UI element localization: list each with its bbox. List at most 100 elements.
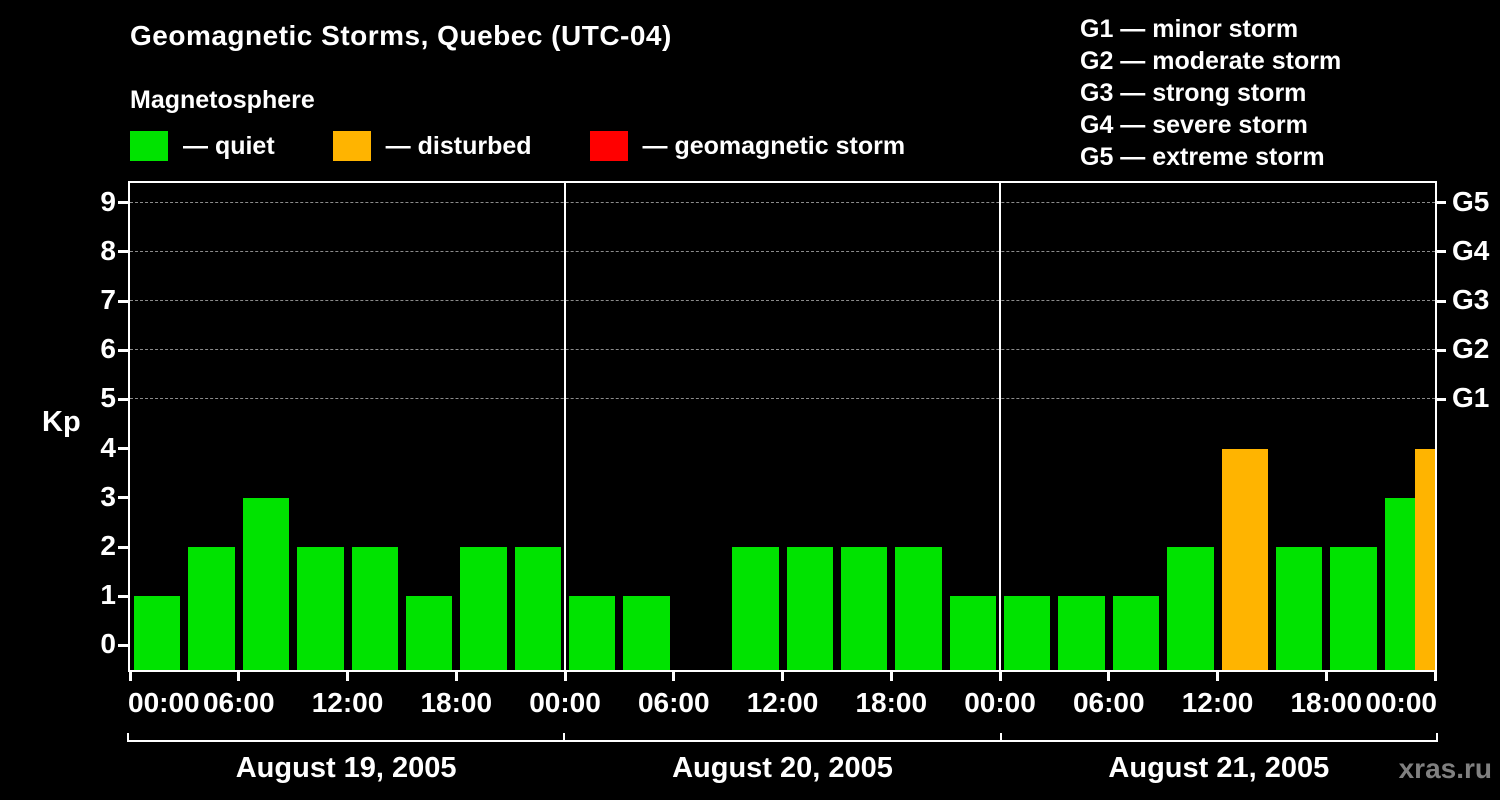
- g-level-label: G1: [1452, 382, 1490, 414]
- right-tick: [1437, 397, 1446, 401]
- kp-bar: [351, 547, 398, 670]
- x-tick: [889, 672, 893, 681]
- x-tick: [1107, 672, 1111, 681]
- kp-bar: [460, 547, 507, 670]
- kp-bar-partial: [1415, 448, 1435, 670]
- day-separator: [564, 183, 566, 670]
- y-tick-label: 5: [100, 382, 116, 414]
- y-tick-label: 4: [100, 431, 116, 463]
- x-tick: [998, 672, 1002, 681]
- x-tick-label: 18:00: [420, 687, 493, 718]
- x-tick: [672, 672, 676, 681]
- kp-status-legend: — quiet — disturbed — geomagnetic storm: [130, 131, 905, 161]
- kp-bar: [895, 547, 942, 670]
- watermark: xras.ru: [1398, 753, 1492, 784]
- x-tick: [563, 672, 567, 681]
- kp-bar: [623, 596, 670, 670]
- x-tick-label: 00:00: [529, 687, 601, 718]
- kp-bar: [1058, 596, 1105, 670]
- legend-label-storm: — geomagnetic storm: [642, 131, 906, 160]
- gridline-kp-5: [130, 398, 1435, 400]
- kp-bar: [786, 547, 833, 670]
- y-tick-label: 0: [100, 628, 116, 660]
- date-axis-stub: [999, 733, 1002, 742]
- legend-item-disturbed: — disturbed: [332, 131, 532, 161]
- date-axis-stub: [1436, 733, 1438, 742]
- x-tick-label: 06:00: [637, 687, 710, 718]
- kp-bar: [1221, 448, 1268, 670]
- y-tick: [118, 496, 128, 500]
- gridline-kp-7: [130, 300, 1435, 302]
- x-tick: [454, 672, 458, 681]
- kp-bar: [242, 497, 290, 670]
- chart-title: Geomagnetic Storms, Quebec (UTC-04): [130, 20, 672, 51]
- y-tick-label: 8: [100, 234, 116, 266]
- g-level-label: G4: [1452, 234, 1490, 266]
- legend-swatch-storm: [589, 131, 628, 161]
- y-tick-label: 6: [100, 333, 116, 365]
- x-tick-label: 12:00: [746, 687, 819, 718]
- x-tick: [1433, 672, 1437, 681]
- y-tick: [118, 447, 128, 451]
- y-tick: [118, 348, 128, 352]
- right-tick: [1437, 201, 1446, 205]
- storm-scale-g3: G3 — strong storm: [1080, 79, 1307, 107]
- kp-bar: [1167, 547, 1214, 670]
- kp-bar: [405, 596, 453, 670]
- magnetosphere-label: Magnetosphere: [130, 86, 315, 114]
- kp-bar: [514, 547, 561, 670]
- gridline-kp-9: [130, 201, 1435, 203]
- gridline-kp-8: [130, 250, 1435, 252]
- plot-frame: [128, 181, 1437, 672]
- y-tick: [118, 594, 128, 598]
- y-axis-label: Kp: [42, 406, 81, 438]
- x-tick: [781, 672, 784, 681]
- kp-bar: [1112, 596, 1160, 670]
- kp-bar: [840, 547, 888, 670]
- date-axis-stub: [127, 733, 129, 742]
- kp-bar: [1330, 547, 1377, 670]
- legend-swatch-quiet: [130, 131, 168, 161]
- kp-bar: [134, 596, 181, 670]
- x-tick: [1216, 672, 1219, 681]
- day-separator: [999, 183, 1001, 670]
- right-tick: [1437, 299, 1446, 303]
- y-tick: [118, 299, 128, 303]
- x-tick-label: 18:00: [855, 687, 928, 718]
- y-tick: [118, 545, 128, 549]
- legend-label-disturbed: — disturbed: [385, 131, 532, 160]
- kp-bar: [569, 596, 616, 670]
- legend-label-quiet: — quiet: [183, 131, 275, 160]
- storm-scale-g5: G5 — extreme storm: [1080, 143, 1325, 171]
- right-tick: [1437, 250, 1446, 254]
- y-tick: [118, 397, 128, 401]
- date-axis-line: [128, 740, 1437, 742]
- x-tick: [128, 672, 132, 681]
- x-tick-label: 06:00: [1072, 687, 1145, 718]
- gridline-kp-6: [130, 349, 1435, 351]
- x-tick: [237, 672, 241, 681]
- date-label: August 21, 2005: [1108, 752, 1330, 784]
- x-tick-label: 12:00: [1181, 687, 1254, 718]
- y-tick: [118, 250, 128, 254]
- g-level-label: G3: [1452, 284, 1490, 316]
- kp-bar: [1004, 596, 1051, 670]
- storm-scale-g1: G1 — minor storm: [1080, 15, 1299, 43]
- y-tick: [118, 643, 128, 647]
- kp-bar: [188, 547, 235, 670]
- x-tick-label: 00:00: [128, 687, 200, 718]
- y-tick-label: 2: [100, 530, 116, 562]
- storm-scale-g4: G4 — severe storm: [1080, 111, 1308, 139]
- kp-bar: [1275, 547, 1323, 670]
- y-tick-label: 3: [100, 480, 116, 512]
- date-axis-stub: [563, 733, 566, 742]
- legend-item-quiet: — quiet: [130, 131, 275, 161]
- y-tick-label: 9: [100, 185, 116, 217]
- x-tick-label: 06:00: [202, 687, 275, 718]
- x-tick-label: 12:00: [311, 687, 384, 718]
- x-tick-label: 00:00: [1365, 687, 1437, 718]
- x-tick-label: 00:00: [964, 687, 1036, 718]
- kp-bar: [949, 596, 996, 670]
- legend-swatch-disturbed: [332, 131, 371, 161]
